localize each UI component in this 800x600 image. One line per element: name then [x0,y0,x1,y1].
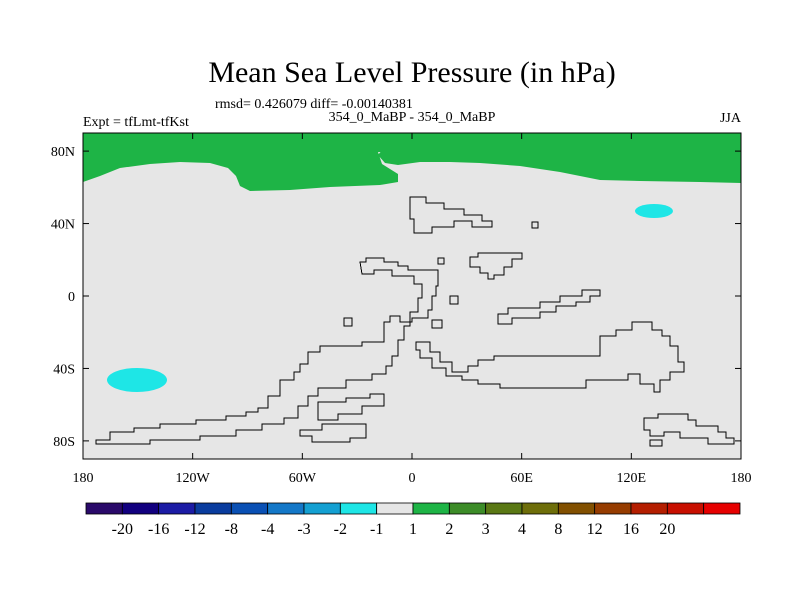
colorbar-swatch [557,502,596,515]
island-4 [531,221,539,229]
y-axis: 80N 40N 0 40S 80S [51,145,741,450]
colorbar-swatch [521,502,559,515]
colorbar-swatch [448,502,487,515]
colorbar-label: 16 [623,521,639,538]
colorbar-swatch [630,502,668,515]
southern-outline [299,423,367,443]
colorbar-label: 2 [445,521,453,538]
colorbar-swatch [485,502,523,515]
colorbar-swatch [703,502,741,515]
australia-outline [643,413,735,445]
colorbar-label: -2 [334,521,347,538]
x-tick-label: 60E [510,471,533,486]
indian-outline [497,289,601,325]
y-tick-label: 0 [68,290,75,305]
x-tick-label: 120E [617,471,647,486]
experiment-label: Expt = tfLmt-tfKst [83,115,189,130]
africa-outline [415,321,685,393]
x-tick-label: 180 [73,471,94,486]
colorbar-swatch [194,502,232,515]
colorbar-label: -4 [261,521,274,538]
america-outline [95,257,439,445]
colorbar-swatch [230,502,269,515]
background-field [83,133,741,459]
colorbar-label: 8 [554,521,562,538]
y-tick-label: 40S [53,362,75,377]
colorbar-swatch [267,502,305,515]
colorbar-swatch [594,502,632,515]
colorbar-label: -1 [370,521,383,538]
colorbar-swatch [303,502,341,515]
northern-positive-region [83,133,741,191]
season-label: JJA [720,111,742,126]
y-tick-label: 80N [51,145,75,160]
x-tick-label: 120W [176,471,211,486]
x-tick-label: 0 [409,471,416,486]
colorbar: -20 -16 -12 -8 -4 -3 -2 -1 1 2 3 4 8 12 16 20 [85,502,741,538]
map-panel [83,133,741,459]
colorbar-label: 12 [587,521,603,538]
colorbar-swatch [339,502,378,515]
colorbar-label: 20 [659,521,675,538]
colorbar-label: -20 [112,521,133,538]
comparison-label: 354_0_MaBP - 354_0_MaBP [329,110,496,125]
colorbar-label: -3 [297,521,310,538]
east-asia-outline [469,252,523,280]
colorbar-label: -16 [148,521,169,538]
x-tick-label: 180 [731,471,752,486]
colorbar-label: 1 [409,521,417,538]
colorbar-label: 4 [518,521,526,538]
chart-title: Mean Sea Level Pressure (in hPa) [208,56,615,89]
colorbar-label: -12 [184,521,205,538]
south-america-outline [317,393,385,421]
colorbar-label: 3 [482,521,490,538]
x-tick-label: 60W [289,471,317,486]
land-outline [95,196,735,447]
colorbar-swatch [412,502,450,515]
y-tick-label: 40N [51,218,75,233]
colorbar-swatch [85,502,123,515]
island-1 [449,295,459,305]
y-tick-label: 80S [53,435,75,450]
colorbar-swatch [666,502,705,515]
x-axis: 180 120W 60W 0 60E 120E 180 [73,133,752,486]
stats-line: rmsd= 0.426079 diff= -0.00140381 [215,97,413,112]
colorbar-swatch [121,502,160,515]
south-pacific-negative-patch [107,368,167,392]
antarctic-outline [649,439,663,447]
north-pacific-negative-patch [635,204,673,218]
colorbar-label: -8 [225,521,238,538]
island-3 [431,319,443,329]
island-5 [437,257,445,265]
eurasia-outline [409,196,493,234]
colorbar-swatch [158,502,196,515]
island-2 [343,317,353,327]
colorbar-swatch [376,502,414,515]
